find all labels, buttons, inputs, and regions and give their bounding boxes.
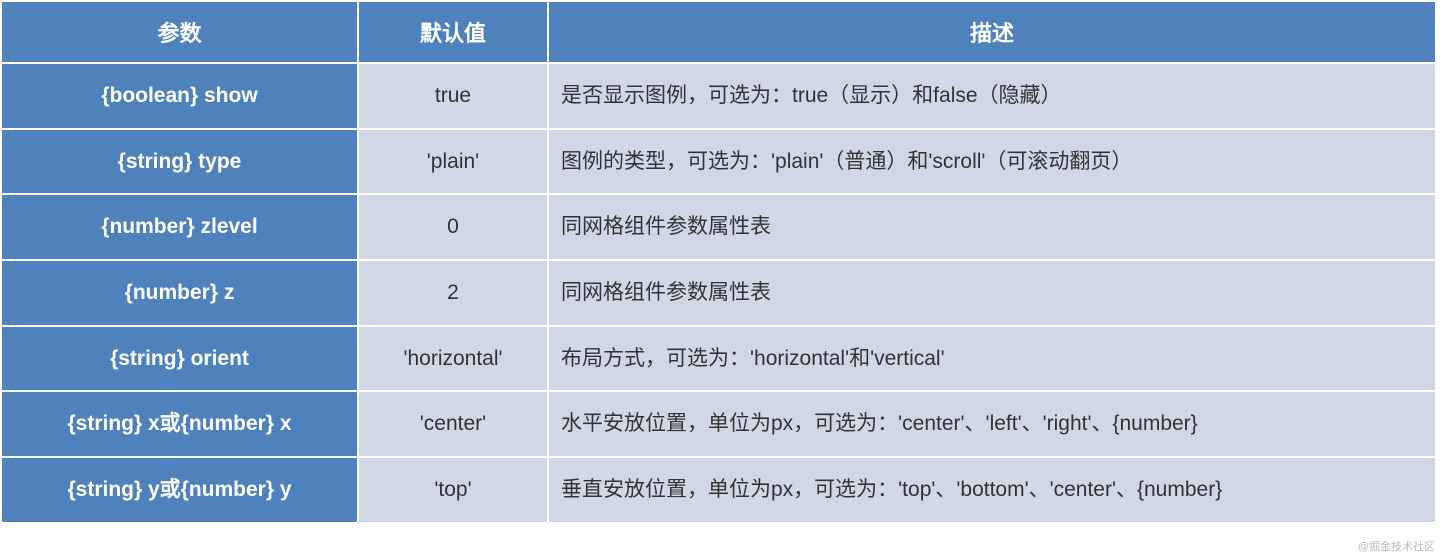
default-cell: 'plain' bbox=[358, 129, 548, 195]
param-cell: {string} y或{number} y bbox=[1, 457, 358, 523]
default-cell: true bbox=[358, 63, 548, 129]
table-row: {string} x或{number} x 'center' 水平安放位置，单位… bbox=[1, 391, 1436, 457]
col-header-default: 默认值 bbox=[358, 1, 548, 63]
col-header-desc: 描述 bbox=[548, 1, 1436, 63]
default-cell: 'top' bbox=[358, 457, 548, 523]
param-cell: {string} orient bbox=[1, 326, 358, 392]
default-cell: 'horizontal' bbox=[358, 326, 548, 392]
watermark-text: @掘金技术社区 bbox=[1358, 538, 1435, 554]
table-row: {string} y或{number} y 'top' 垂直安放位置，单位为px… bbox=[1, 457, 1436, 523]
parameters-table: 参数 默认值 描述 {boolean} show true 是否显示图例，可选为… bbox=[0, 0, 1437, 524]
param-cell: {string} type bbox=[1, 129, 358, 195]
desc-cell: 水平安放位置，单位为px，可选为：'center'、'left'、'right'… bbox=[548, 391, 1436, 457]
param-cell: {number} zlevel bbox=[1, 194, 358, 260]
param-cell: {boolean} show bbox=[1, 63, 358, 129]
param-cell: {string} x或{number} x bbox=[1, 391, 358, 457]
table-row: {number} zlevel 0 同网格组件参数属性表 bbox=[1, 194, 1436, 260]
default-cell: 2 bbox=[358, 260, 548, 326]
desc-cell: 垂直安放位置，单位为px，可选为：'top'、'bottom'、'center'… bbox=[548, 457, 1436, 523]
desc-cell: 布局方式，可选为：'horizontal'和'vertical' bbox=[548, 326, 1436, 392]
param-cell: {number} z bbox=[1, 260, 358, 326]
table-row: {string} type 'plain' 图例的类型，可选为：'plain'（… bbox=[1, 129, 1436, 195]
desc-cell: 图例的类型，可选为：'plain'（普通）和'scroll'（可滚动翻页） bbox=[548, 129, 1436, 195]
table-row: {boolean} show true 是否显示图例，可选为：true（显示）和… bbox=[1, 63, 1436, 129]
table-row: {string} orient 'horizontal' 布局方式，可选为：'h… bbox=[1, 326, 1436, 392]
desc-cell: 同网格组件参数属性表 bbox=[548, 194, 1436, 260]
table-row: {number} z 2 同网格组件参数属性表 bbox=[1, 260, 1436, 326]
table-header-row: 参数 默认值 描述 bbox=[1, 1, 1436, 63]
col-header-param: 参数 bbox=[1, 1, 358, 63]
desc-cell: 是否显示图例，可选为：true（显示）和false（隐藏） bbox=[548, 63, 1436, 129]
desc-cell: 同网格组件参数属性表 bbox=[548, 260, 1436, 326]
default-cell: 'center' bbox=[358, 391, 548, 457]
default-cell: 0 bbox=[358, 194, 548, 260]
